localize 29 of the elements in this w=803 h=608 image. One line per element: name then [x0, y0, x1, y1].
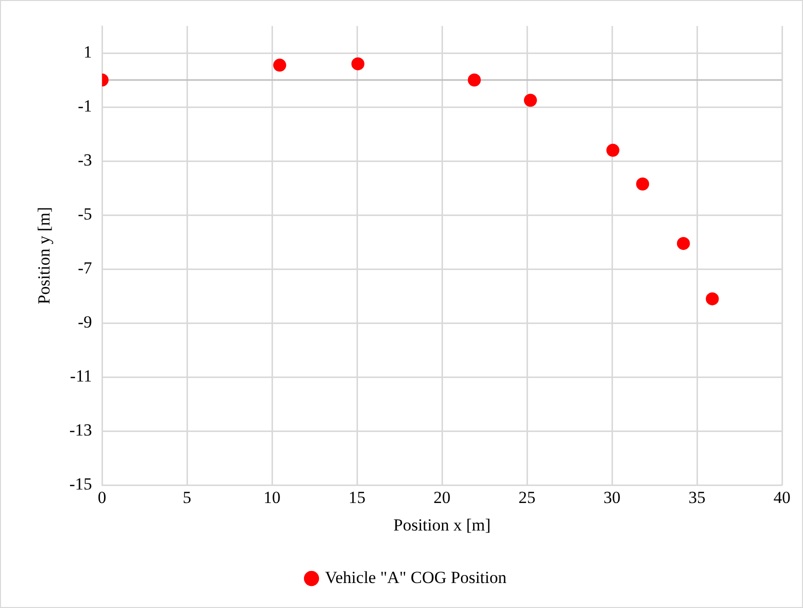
y-tick-label: -13	[69, 420, 92, 440]
x-tick-label: 15	[348, 488, 366, 507]
y-tick-label: -1	[78, 96, 92, 116]
x-tick-label: 20	[434, 488, 451, 507]
point	[676, 236, 690, 250]
point	[273, 58, 286, 72]
y-tick-label: -11	[70, 366, 92, 386]
legend-label: Vehicle "A" COG Position	[324, 568, 508, 587]
x-tick-label: 10	[264, 488, 281, 507]
x-tick-label: 0	[98, 488, 106, 507]
x-tick-label: 35	[688, 488, 706, 507]
y-tick-label: -3	[78, 150, 92, 170]
x-tick-label: 5	[182, 488, 192, 507]
x-tick-label: 25	[518, 488, 536, 507]
point	[468, 74, 481, 87]
y-tick-label: -7	[78, 258, 93, 278]
x-tick-label: 30	[604, 488, 621, 507]
y-tick-label: -9	[78, 312, 92, 332]
x-axis-title: Position x [m]	[393, 515, 491, 534]
y-tick-label: 1	[84, 42, 92, 62]
point	[351, 57, 364, 70]
y-tick-label: -5	[78, 204, 92, 224]
y-tick-label: -15	[69, 474, 92, 494]
point	[524, 94, 537, 107]
point	[636, 178, 650, 191]
x-tick-label: 40	[774, 488, 790, 507]
point	[606, 144, 620, 157]
point	[706, 292, 719, 306]
y-axis-title: Position y [m]	[34, 206, 54, 304]
